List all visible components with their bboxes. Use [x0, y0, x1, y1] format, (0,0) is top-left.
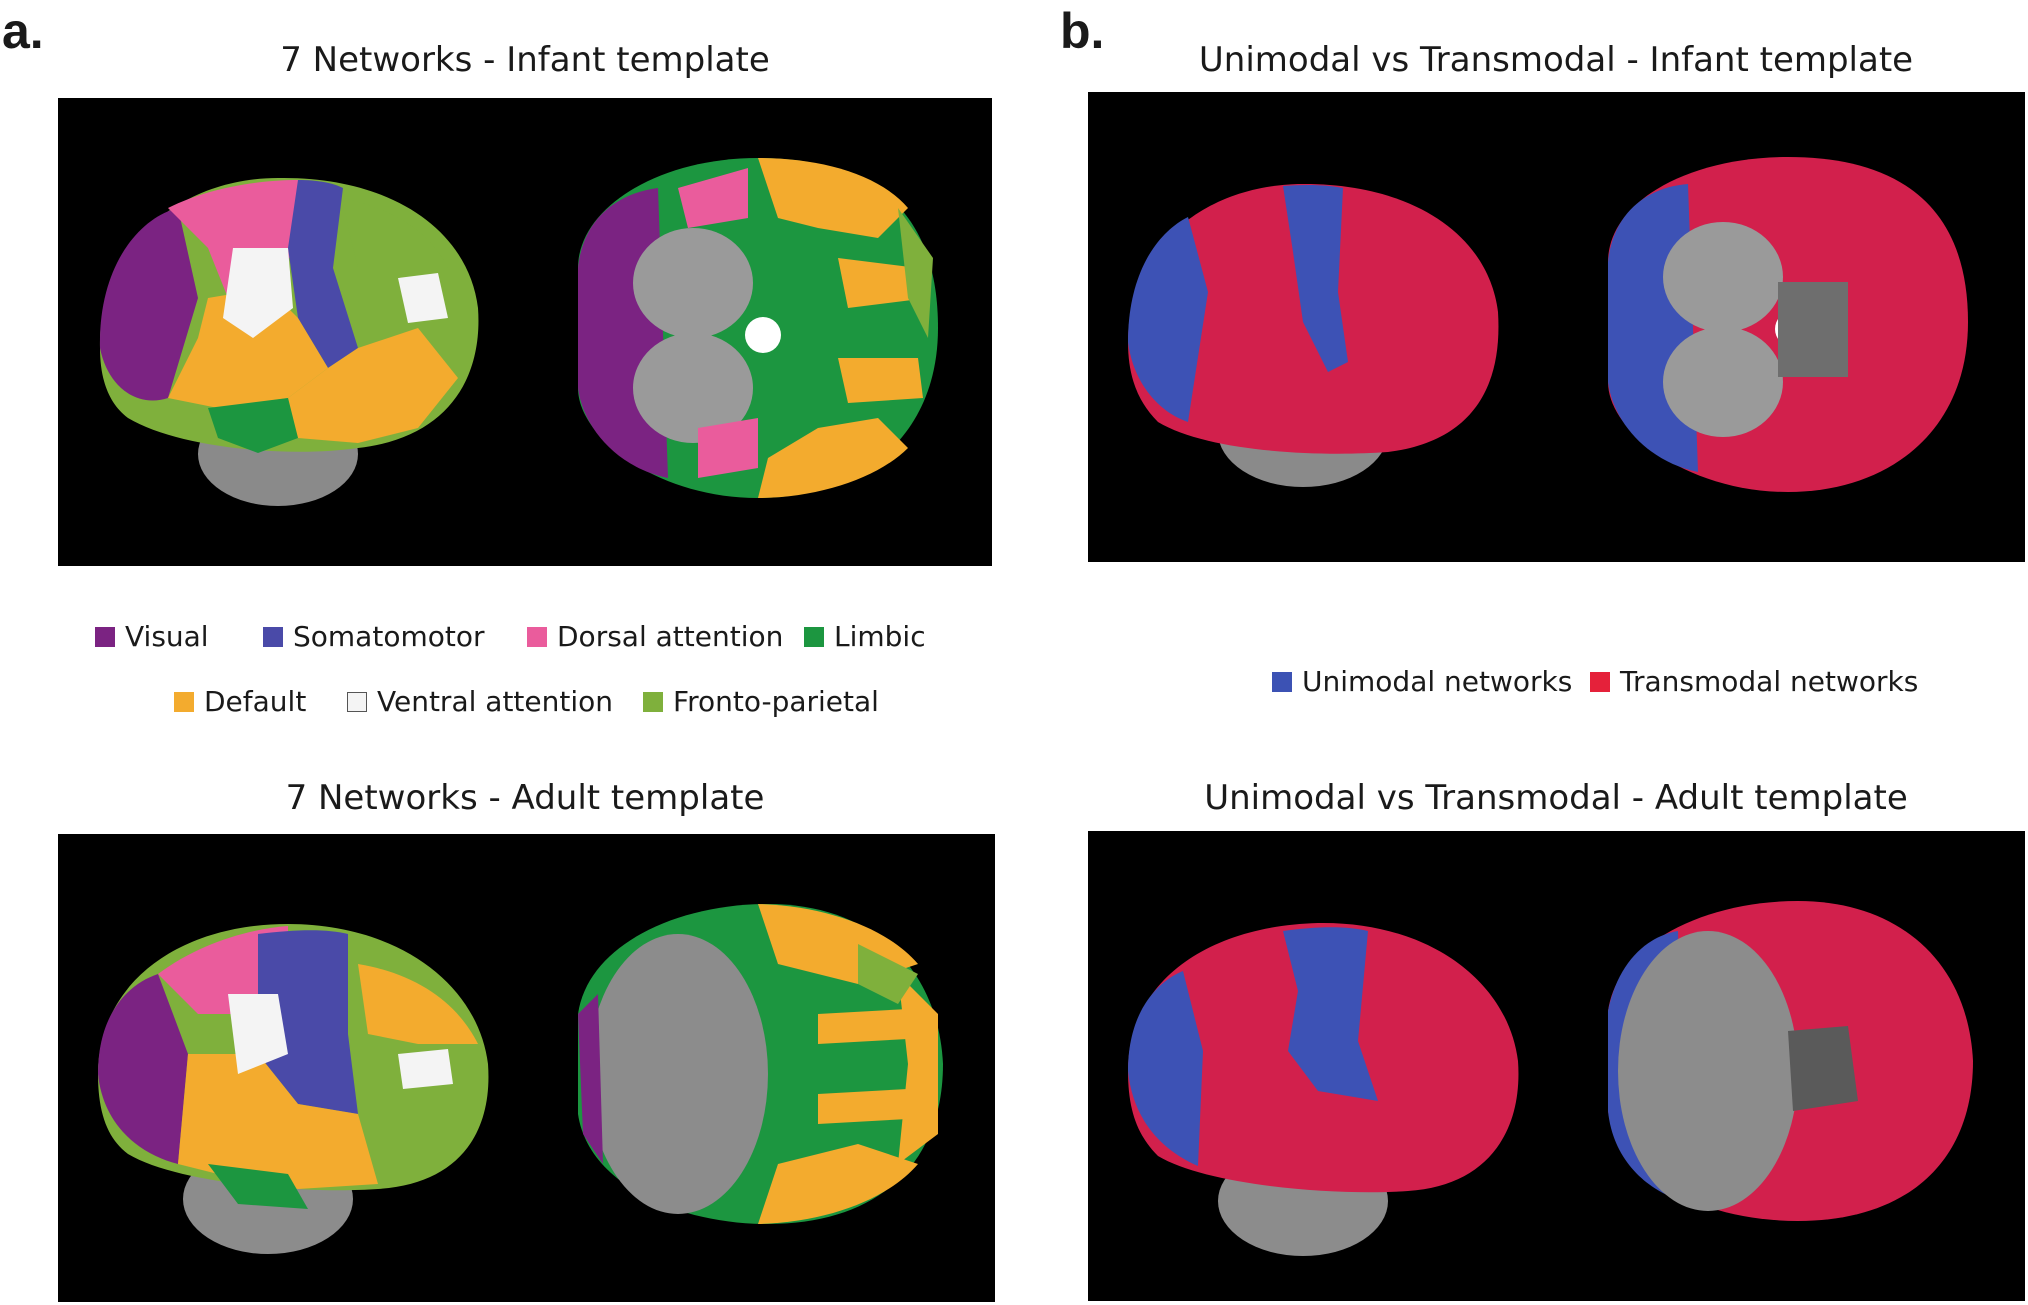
- legend-limbic-swatch: [804, 626, 824, 647]
- sagittal-brain-infant-b: [1128, 183, 1499, 487]
- legend-default: Default: [174, 685, 306, 718]
- panel-b-top-title: Unimodal vs Transmodal - Infant template: [1198, 40, 1914, 80]
- legend-transmodal: Transmodal networks: [1590, 665, 1918, 698]
- axial-brain-adult-b: [1608, 901, 1973, 1221]
- axial-brain-infant-b: [1608, 157, 1968, 492]
- legend-dorsal-attention-label: Dorsal attention: [557, 620, 784, 653]
- panel-b-label: b.: [1060, 3, 1105, 59]
- legend-somatomotor-label: Somatomotor: [293, 620, 485, 653]
- legend-unimodal-label: Unimodal networks: [1302, 665, 1573, 698]
- legend-dorsal-attention-swatch: [527, 626, 547, 647]
- panel-a-top-title: 7 Networks - Infant template: [280, 40, 770, 80]
- legend-limbic: Limbic: [804, 620, 926, 653]
- legend-unimodal: Unimodal networks: [1272, 665, 1572, 698]
- legend-dorsal-attention: Dorsal attention: [527, 620, 783, 653]
- sagittal-brain-adult: [98, 924, 489, 1254]
- infant-unimodal-transmodal-image: [1088, 92, 2025, 562]
- legend-fronto-parietal: Fronto-parietal: [643, 685, 879, 718]
- axial-brain-adult: [578, 904, 943, 1224]
- legend-transmodal-label: Transmodal networks: [1620, 665, 1919, 698]
- legend-limbic-label: Limbic: [834, 620, 926, 653]
- legend-transmodal-swatch: [1590, 671, 1610, 692]
- legend-visual-label: Visual: [125, 620, 209, 653]
- legend-visual-swatch: [95, 626, 115, 647]
- legend-ventral-attention: Ventral attention: [347, 685, 613, 718]
- legend-unimodal-swatch: [1272, 671, 1292, 692]
- legend-somatomotor-swatch: [263, 626, 283, 647]
- panel-a-bottom-title: 7 Networks - Adult template: [285, 778, 765, 818]
- adult-unimodal-transmodal-image: [1088, 831, 2025, 1301]
- legend-fronto-parietal-swatch: [643, 691, 663, 712]
- legend-visual: Visual: [95, 620, 209, 653]
- infant-7-networks-image: [58, 98, 992, 566]
- adult-7-networks-image: [58, 834, 995, 1302]
- legend-default-label: Default: [204, 685, 307, 718]
- panel-a-label: a.: [2, 3, 44, 59]
- panel-b-bottom-title: Unimodal vs Transmodal - Adult template: [1204, 778, 1908, 818]
- legend-ventral-attention-swatch: [347, 691, 367, 712]
- sagittal-brain-infant: [99, 177, 479, 506]
- legend-somatomotor: Somatomotor: [263, 620, 484, 653]
- legend-fronto-parietal-label: Fronto-parietal: [673, 685, 879, 718]
- legend-ventral-attention-label: Ventral attention: [377, 685, 614, 718]
- sagittal-brain-adult-b: [1128, 922, 1519, 1256]
- axial-brain-infant: [578, 158, 938, 498]
- legend-default-swatch: [174, 691, 194, 712]
